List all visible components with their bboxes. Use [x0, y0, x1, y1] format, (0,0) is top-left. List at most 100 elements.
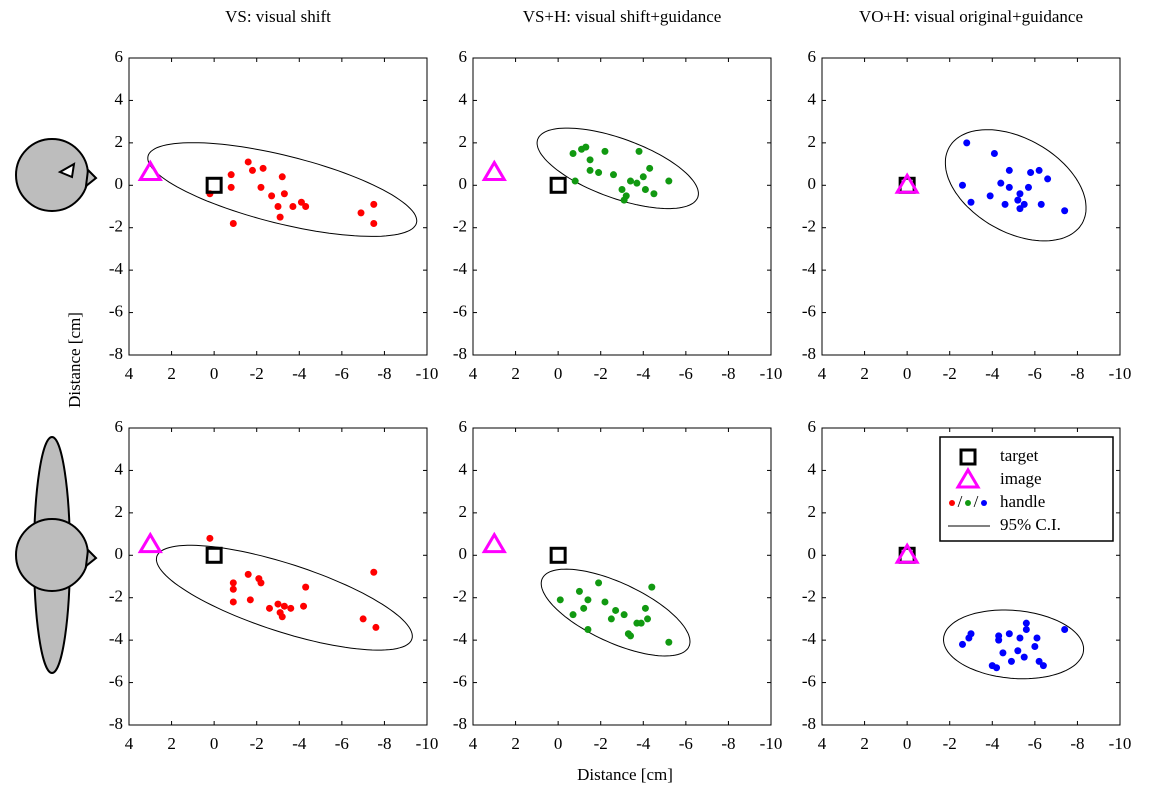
y-tick-label: -4	[802, 629, 817, 648]
handle-point	[608, 615, 615, 622]
x-axis-label: Distance [cm]	[577, 765, 673, 784]
handle-point	[277, 214, 284, 221]
handle-point	[987, 192, 994, 199]
y-tick-label: -4	[453, 629, 468, 648]
y-tick-label: 6	[808, 47, 817, 66]
bird-icon-bottom	[16, 437, 96, 673]
handle-point	[257, 184, 264, 191]
handle-point	[1038, 201, 1045, 208]
y-tick-label: 4	[115, 459, 124, 478]
handle-point	[595, 579, 602, 586]
x-tick-label: -6	[1028, 734, 1042, 753]
handle-point	[642, 605, 649, 612]
x-tick-label: 4	[469, 734, 478, 753]
handle-point	[1002, 201, 1009, 208]
handle-point	[612, 607, 619, 614]
y-tick-label: -2	[109, 587, 123, 606]
y-tick-label: 0	[115, 544, 124, 563]
plot-frame	[822, 58, 1120, 355]
handle-point	[275, 601, 282, 608]
handle-point	[627, 632, 634, 639]
handle-point	[230, 220, 237, 227]
handle-point	[279, 173, 286, 180]
y-tick-label: 6	[459, 47, 468, 66]
handle-point	[287, 605, 294, 612]
handle-point	[1031, 643, 1038, 650]
handle-point	[302, 584, 309, 591]
x-tick-label: 4	[125, 734, 134, 753]
handle-point	[370, 220, 377, 227]
y-tick-label: 4	[459, 89, 468, 108]
x-tick-label: -2	[943, 734, 957, 753]
x-tick-label: 0	[554, 364, 563, 383]
x-tick-label: -8	[1070, 734, 1084, 753]
handle-point	[580, 605, 587, 612]
handle-point	[959, 641, 966, 648]
handle-point	[650, 190, 657, 197]
y-tick-label: -4	[802, 259, 817, 278]
handle-point	[1040, 662, 1047, 669]
legend-label: target	[1000, 446, 1039, 465]
handle-point	[601, 598, 608, 605]
handle-point	[633, 180, 640, 187]
x-tick-label: -6	[335, 364, 349, 383]
handle-point	[997, 180, 1004, 187]
x-tick-label: -10	[760, 734, 783, 753]
y-tick-label: -8	[453, 344, 467, 363]
y-tick-label: -6	[109, 671, 123, 690]
handle-point	[230, 579, 237, 586]
x-tick-label: -4	[292, 734, 307, 753]
x-tick-label: 2	[511, 364, 520, 383]
handle-point	[619, 186, 626, 193]
handle-point	[646, 165, 653, 172]
handle-point	[648, 584, 655, 591]
handle-point	[570, 150, 577, 157]
x-tick-label: 2	[167, 364, 176, 383]
y-tick-label: -2	[109, 217, 123, 236]
handle-point	[993, 664, 1000, 671]
y-tick-label: -8	[109, 714, 123, 733]
y-axis-label: Distance [cm]	[65, 312, 84, 408]
legend-label: image	[1000, 469, 1042, 488]
y-tick-label: -8	[109, 344, 123, 363]
handle-point	[1016, 635, 1023, 642]
y-tick-label: -4	[109, 259, 124, 278]
handle-point	[1036, 167, 1043, 174]
y-tick-label: 0	[808, 544, 817, 563]
handle-point	[370, 569, 377, 576]
x-tick-label: -4	[985, 364, 1000, 383]
handle-point	[1023, 620, 1030, 627]
handle-point	[1061, 626, 1068, 633]
x-tick-label: -6	[679, 364, 693, 383]
y-tick-label: -4	[453, 259, 468, 278]
x-tick-label: -8	[377, 734, 391, 753]
legend-handle-dot	[981, 500, 987, 506]
handle-point	[642, 186, 649, 193]
x-tick-label: -6	[335, 734, 349, 753]
bird-icon-top	[16, 139, 96, 211]
legend-separator: /	[974, 492, 979, 511]
bird-beak	[86, 550, 96, 566]
y-tick-label: 6	[115, 47, 124, 66]
handle-point	[228, 184, 235, 191]
x-tick-label: -4	[292, 364, 307, 383]
x-tick-label: 0	[554, 734, 563, 753]
y-tick-label: -6	[453, 671, 467, 690]
handle-point	[206, 535, 213, 542]
x-tick-label: -2	[943, 364, 957, 383]
x-tick-label: -2	[250, 364, 264, 383]
x-tick-label: 0	[903, 364, 912, 383]
y-tick-label: -6	[453, 301, 467, 320]
handle-point	[1006, 184, 1013, 191]
handle-point	[1021, 654, 1028, 661]
x-tick-label: 4	[469, 364, 478, 383]
x-tick-label: -8	[721, 734, 735, 753]
panel-title: VS+H: visual shift+guidance	[523, 7, 722, 26]
handle-point	[1016, 190, 1023, 197]
plot-frame	[473, 58, 771, 355]
handle-point	[665, 178, 672, 185]
y-tick-label: 0	[115, 174, 124, 193]
handle-point	[281, 190, 288, 197]
handle-point	[623, 192, 630, 199]
y-tick-label: -2	[802, 587, 816, 606]
